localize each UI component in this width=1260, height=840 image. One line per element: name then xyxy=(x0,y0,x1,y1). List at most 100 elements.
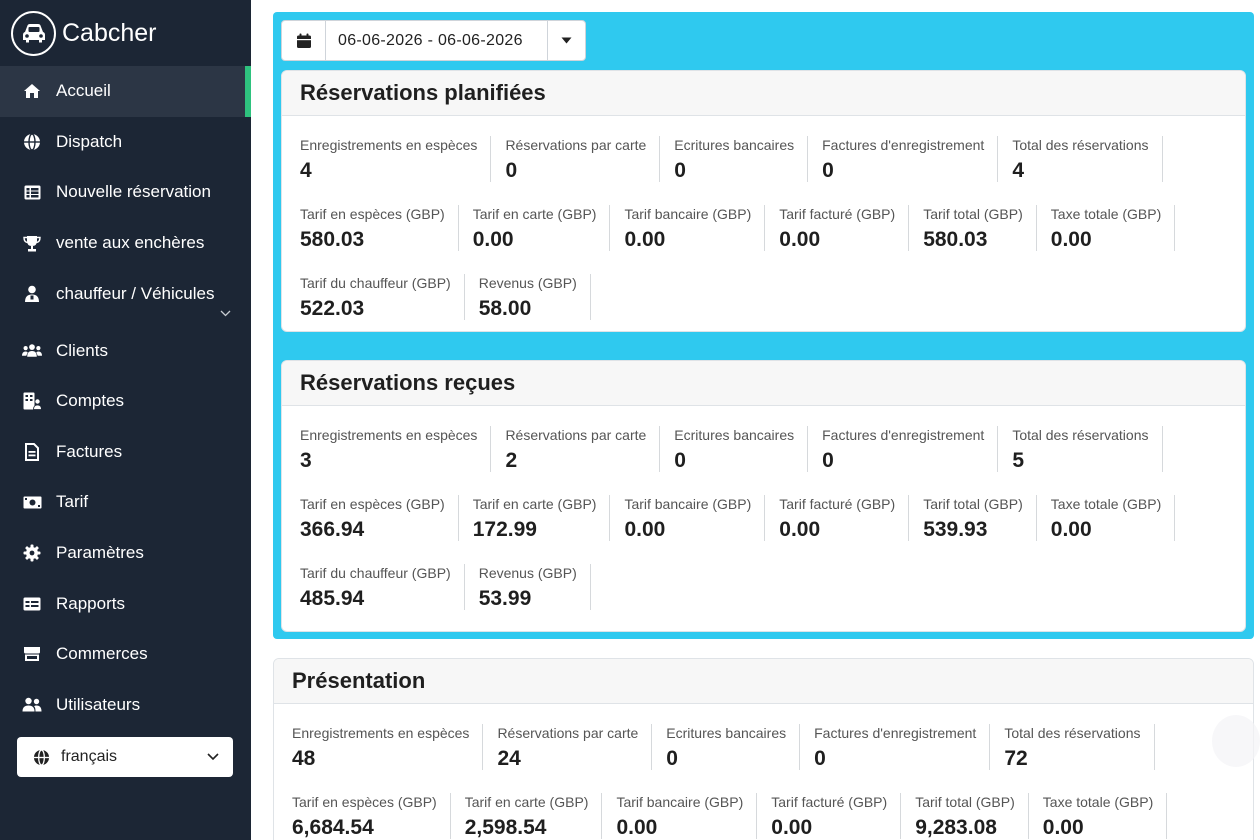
sidebar-item-chauffeur-vehicules[interactable]: chauffeur / Véhicules xyxy=(0,268,251,325)
stat-value: 485.94 xyxy=(300,587,365,610)
sidebar-item-factures[interactable]: Factures xyxy=(0,427,251,478)
stat-item: Tarif bancaire (GBP) 0.00 xyxy=(624,205,766,251)
card-reservations-recues: Réservations reçues Enregistrements en e… xyxy=(281,360,1246,632)
sidebar-item-label: Comptes xyxy=(56,391,125,411)
stat-item: Tarif en espèces (GBP) 6,684.54 xyxy=(292,793,451,839)
sidebar-item-label: Utilisateurs xyxy=(56,694,141,714)
stat-value: 366.94 xyxy=(300,518,365,541)
sidebar-item-label: Clients xyxy=(56,340,108,360)
sidebar-item-comptes[interactable]: Comptes xyxy=(0,376,251,427)
sidebar-item-label: vente aux enchères xyxy=(56,233,205,253)
stat-item: Tarif en carte (GBP) 172.99 xyxy=(473,495,611,541)
stat-item: Tarif en carte (GBP) 2,598.54 xyxy=(465,793,603,839)
table-icon xyxy=(22,182,42,202)
sidebar-item-clients[interactable]: Clients xyxy=(0,325,251,376)
caret-down-icon[interactable] xyxy=(547,21,585,60)
stat-item: Tarif facturé (GBP) 0.00 xyxy=(779,205,910,251)
stat-label: Tarif en espèces (GBP) xyxy=(300,206,445,222)
stat-label: Tarif du chauffeur (GBP) xyxy=(300,275,451,291)
stat-label: Tarif facturé (GBP) xyxy=(771,794,888,810)
stat-value: 4 xyxy=(300,159,312,182)
stat-item: Tarif total (GBP) 580.03 xyxy=(923,205,1037,251)
sidebar-item-label: Accueil xyxy=(56,81,111,101)
sidebar-item-vente-aux-encheres[interactable]: vente aux enchères xyxy=(0,218,251,269)
stat-label: Factures d'enregistrement xyxy=(814,725,977,741)
stat-label: Tarif bancaire (GBP) xyxy=(624,206,752,222)
date-range-input[interactable]: 06-06-2026 - 06-06-2026 xyxy=(338,31,523,49)
stat-label: Revenus (GBP) xyxy=(478,275,577,291)
stat-item: Tarif du chauffeur (GBP) 485.94 xyxy=(300,564,465,610)
stat-item: Ecritures bancaires 0 xyxy=(674,426,809,472)
stat-item: Revenus (GBP) 58.00 xyxy=(479,274,591,320)
stat-label: Total des réservations xyxy=(1004,725,1141,741)
chevron-down-icon[interactable] xyxy=(220,302,231,322)
stat-item: Tarif total (GBP) 9,283.08 xyxy=(915,793,1029,839)
stat-value: 3 xyxy=(300,449,312,472)
car-logo-icon xyxy=(11,10,56,56)
brand[interactable]: Cabcher xyxy=(0,0,251,66)
stat-item: Tarif facturé (GBP) 0.00 xyxy=(779,495,910,541)
money-bill-icon xyxy=(22,492,42,512)
stat-label: Tarif en carte (GBP) xyxy=(472,206,597,222)
stat-value: 0.00 xyxy=(624,518,666,541)
stat-item: Factures d'enregistrement 0 xyxy=(822,426,999,472)
sidebar-item-accueil[interactable]: Accueil xyxy=(0,66,251,117)
stat-label: Réservations par carte xyxy=(497,725,639,741)
users-icon xyxy=(22,341,42,361)
section-stats: Enregistrements en espèces 3 Réservations … xyxy=(282,406,1245,631)
stat-label: Enregistrements en espèces xyxy=(300,137,478,153)
section-stats: Enregistrements en espèces 48 Réservations… xyxy=(274,704,1253,840)
stat-item: Revenus (GBP) 53.99 xyxy=(479,564,591,610)
stat-value: 539.93 xyxy=(923,518,988,541)
sidebar-item-utilisateurs[interactable]: Utilisateurs xyxy=(0,680,251,731)
stat-value: 0.00 xyxy=(1042,816,1084,839)
stat-value: 2 xyxy=(505,449,518,472)
stat-item: Taxe totale (GBP) 0.00 xyxy=(1051,495,1176,541)
stat-label: Factures d'enregistrement xyxy=(822,137,985,153)
stat-label: Tarif facturé (GBP) xyxy=(779,496,896,512)
sidebar-item-label: Tarif xyxy=(56,492,89,512)
trophy-icon xyxy=(22,233,42,253)
stat-row: Enregistrements en espèces 4 Réservations … xyxy=(300,136,1245,205)
stat-item: Tarif en espèces (GBP) 580.03 xyxy=(300,205,459,251)
stat-value: 0.00 xyxy=(472,228,514,251)
sidebar-item-nouvelle-reservation[interactable]: Nouvelle réservation xyxy=(0,167,251,218)
stat-value: 0 xyxy=(822,449,834,472)
stat-item: Tarif en espèces (GBP) 366.94 xyxy=(300,495,459,541)
stat-value: 0 xyxy=(505,159,518,182)
stat-value: 0 xyxy=(814,747,826,770)
sidebar-item-rapports[interactable]: Rapports xyxy=(0,578,251,629)
scroll-top-button[interactable] xyxy=(1212,715,1260,767)
stat-value: 53.99 xyxy=(478,587,532,610)
sidebar-item-label: Factures xyxy=(56,441,123,461)
sidebar-item-commerces[interactable]: Commerces xyxy=(0,629,251,680)
sidebar-item-parametres[interactable]: Paramètres xyxy=(0,528,251,579)
stat-value: 522.03 xyxy=(300,297,365,320)
stat-value: 0 xyxy=(674,449,686,472)
stat-label: Ecritures bancaires xyxy=(666,725,787,741)
stat-value: 0.00 xyxy=(779,228,821,251)
stat-item: Enregistrements en espèces 4 xyxy=(300,136,492,182)
user-group-icon xyxy=(22,695,42,715)
store-icon xyxy=(22,644,42,664)
stat-item: Enregistrements en espèces 3 xyxy=(300,426,492,472)
sidebar-item-dispatch[interactable]: Dispatch xyxy=(0,117,251,168)
calendar-icon[interactable] xyxy=(282,21,326,60)
card-title: Réservations planifiées xyxy=(282,71,1245,116)
sidebar: Cabcher Accueil Dispatch Nouvelle réserv… xyxy=(0,0,251,840)
stat-label: Tarif total (GBP) xyxy=(915,794,1015,810)
stat-label: Tarif en espèces (GBP) xyxy=(300,496,445,512)
stat-label: Tarif total (GBP) xyxy=(923,496,1023,512)
stat-item: Ecritures bancaires 0 xyxy=(666,724,801,770)
invoice-icon xyxy=(22,442,42,462)
sidebar-item-tarif[interactable]: Tarif xyxy=(0,477,251,528)
date-range-picker[interactable]: 06-06-2026 - 06-06-2026 xyxy=(281,20,586,61)
language-select[interactable]: français xyxy=(17,737,233,777)
stat-row: Tarif en espèces (GBP) 6,684.54 Tarif en c… xyxy=(292,793,1253,840)
stat-label: Ecritures bancaires xyxy=(674,427,795,443)
stat-item: Tarif total (GBP) 539.93 xyxy=(923,495,1037,541)
stat-value: 580.03 xyxy=(300,228,365,251)
sidebar-item-label: chauffeur / Véhicules xyxy=(56,284,215,304)
sidebar-item-label: Dispatch xyxy=(56,131,123,151)
stat-value: 0.00 xyxy=(1050,228,1092,251)
